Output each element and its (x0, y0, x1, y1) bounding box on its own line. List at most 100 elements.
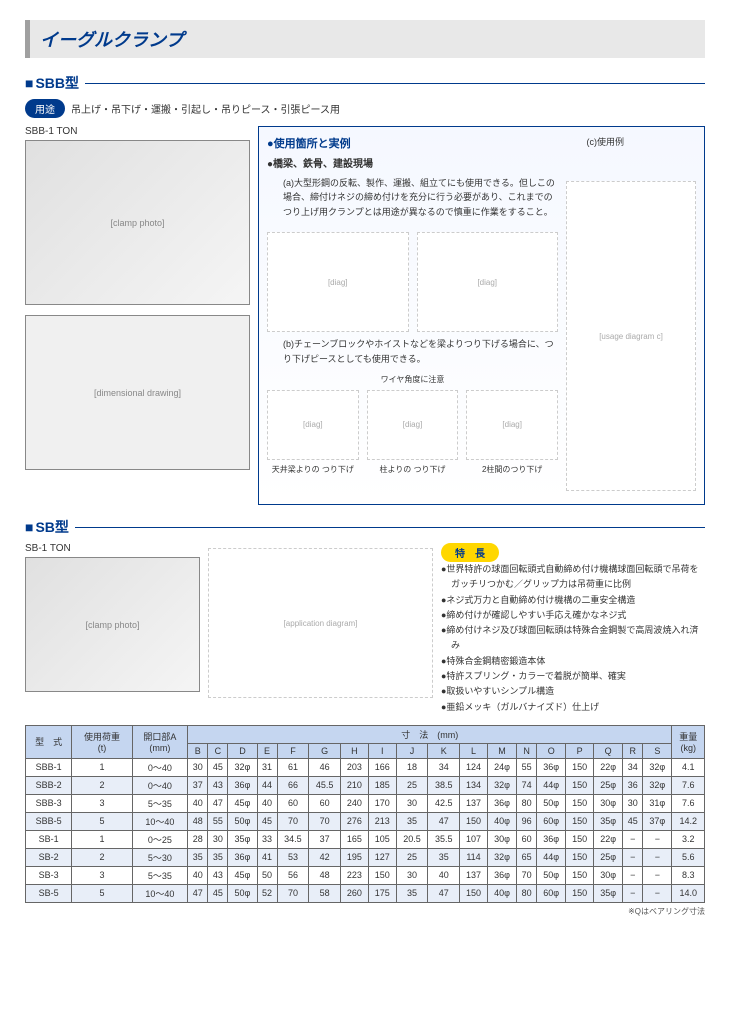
cell-dim: 22φ (594, 758, 623, 776)
cell-load: 2 (72, 848, 132, 866)
feature-item: ●締め付けネジ及び球面回転頭は特殊合金鋼製で高周波焼入れ済み (441, 623, 705, 654)
cell-dim: 30 (396, 866, 428, 884)
cell-dim: 60φ (537, 884, 566, 902)
cell-dim: 50φ (537, 794, 566, 812)
cell-dim: 40 (428, 866, 460, 884)
cell-dim: 30 (208, 830, 228, 848)
diagram-a1: [diag] (267, 232, 409, 332)
table-note: ※Qはベアリング寸法 (25, 906, 705, 917)
c-usage-label: (c)使用例 (587, 135, 625, 148)
cell-load: 3 (72, 866, 132, 884)
cell-dim: 55 (517, 758, 537, 776)
hdr-line (75, 527, 705, 528)
sb-photo: [clamp photo] (25, 557, 200, 692)
cell-load: 2 (72, 776, 132, 794)
usage-text: 吊上げ・吊下げ・運搬・引起し・吊りピース・引張ピース用 (71, 101, 340, 116)
cell-dim: 25φ (594, 848, 623, 866)
cell-open: 0～40 (132, 776, 188, 794)
wire-note: ワイヤ角度に注意 (267, 374, 558, 385)
cell-dim: − (623, 884, 643, 902)
cell-load: 5 (72, 812, 132, 830)
feature-item: ●亜鉛メッキ（ガルバナイズド）仕上げ (441, 700, 705, 715)
cell-dim: 150 (368, 866, 396, 884)
sb-grid: SB-1 TON [clamp photo] [application diag… (25, 543, 705, 715)
cell-dim: 150 (460, 884, 488, 902)
cell-weight: 4.1 (672, 758, 705, 776)
cell-weight: 7.6 (672, 776, 705, 794)
cell-dim: 165 (341, 830, 369, 848)
sbb-photo: [clamp photo] (25, 140, 250, 305)
cell-dim: − (623, 830, 643, 848)
cell-dim: 38.5 (428, 776, 460, 794)
cell-dim: 36 (623, 776, 643, 794)
th-C: C (208, 743, 228, 758)
th-R: R (623, 743, 643, 758)
cell-model: SB-2 (26, 848, 72, 866)
cell-dim: 50φ (228, 812, 257, 830)
diagram-b2: [diag] (367, 390, 459, 460)
feature-item: ●取扱いやすいシンプル構造 (441, 684, 705, 699)
table-row: SB-110～25283035φ3334.53716510520.535.510… (26, 830, 705, 848)
cell-dim: 124 (460, 758, 488, 776)
cell-open: 0～40 (132, 758, 188, 776)
cell-dim: 175 (368, 884, 396, 902)
cell-dim: 34 (428, 758, 460, 776)
cell-dim: 150 (566, 794, 594, 812)
cell-dim: 166 (368, 758, 396, 776)
cell-dim: 150 (566, 776, 594, 794)
cell-dim: 25φ (594, 776, 623, 794)
cell-dim: 195 (341, 848, 369, 866)
cell-dim: 35 (188, 848, 208, 866)
cell-dim: 24φ (487, 758, 516, 776)
cell-dim: − (643, 848, 672, 866)
feature-item: ●ネジ式万力と自動締め付け機構の二重安全構造 (441, 593, 705, 608)
cell-dim: 32φ (487, 776, 516, 794)
caption-b1: 天井梁よりの つり下げ (267, 465, 359, 475)
cell-dim: 58 (309, 884, 341, 902)
cell-dim: 36φ (487, 866, 516, 884)
diagram-b1: [diag] (267, 390, 359, 460)
cell-dim: 40 (188, 794, 208, 812)
cell-dim: 32φ (643, 776, 672, 794)
cell-dim: 30 (623, 794, 643, 812)
example-subtitle: ●橋梁、鉄骨、建設現場 (267, 155, 696, 170)
cell-dim: − (623, 866, 643, 884)
cell-load: 1 (72, 830, 132, 848)
cell-dim: 40 (257, 794, 277, 812)
cell-dim: 150 (460, 812, 488, 830)
diagram-c: [usage diagram c] (566, 181, 696, 491)
th-dim: 寸 法 (mm) (188, 725, 672, 743)
cell-dim: 70 (277, 812, 309, 830)
th-Q: Q (594, 743, 623, 758)
cell-dim: 240 (341, 794, 369, 812)
cell-dim: − (643, 884, 672, 902)
th-F: F (277, 743, 309, 758)
feature-item: ●特殊合金鋼精密鍛造本体 (441, 654, 705, 669)
cell-dim: 35.5 (428, 830, 460, 848)
cell-dim: 34 (623, 758, 643, 776)
cell-dim: 150 (566, 830, 594, 848)
cell-dim: 30φ (487, 830, 516, 848)
cell-dim: 37 (309, 830, 341, 848)
cell-dim: 134 (460, 776, 488, 794)
cell-dim: 41 (257, 848, 277, 866)
sbb-dimension-drawing: [dimensional drawing] (25, 315, 250, 470)
cell-dim: 18 (396, 758, 428, 776)
cell-dim: 80 (517, 794, 537, 812)
cell-dim: 66 (277, 776, 309, 794)
cell-model: SB-3 (26, 866, 72, 884)
usage-row: 用途 吊上げ・吊下げ・運搬・引起し・吊りピース・引張ピース用 (25, 99, 705, 118)
th-weight: 重量(kg) (672, 725, 705, 758)
cell-dim: 55 (208, 812, 228, 830)
sbb-photo-label: SBB-1 TON (25, 126, 250, 137)
cell-dim: 185 (368, 776, 396, 794)
example-title: ●使用箇所と実例 (267, 135, 696, 151)
cell-dim: 37 (188, 776, 208, 794)
cell-open: 0～25 (132, 830, 188, 848)
th-B: B (188, 743, 208, 758)
cell-weight: 14.0 (672, 884, 705, 902)
cell-dim: 213 (368, 812, 396, 830)
th-I: I (368, 743, 396, 758)
cell-dim: 45 (208, 758, 228, 776)
cell-dim: 61 (277, 758, 309, 776)
